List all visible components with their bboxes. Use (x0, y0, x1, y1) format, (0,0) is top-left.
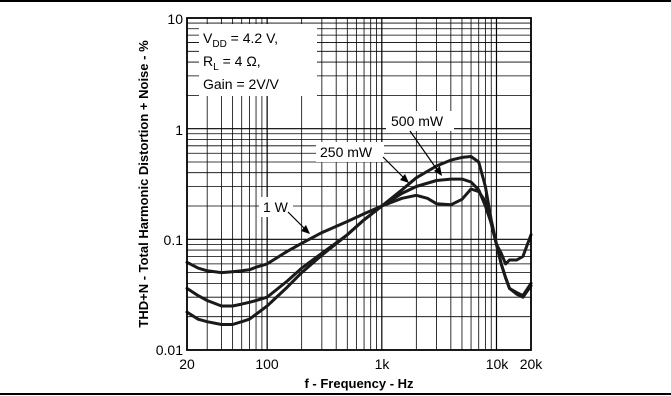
series-layer (185, 155, 533, 326)
top-rule (0, 0, 671, 2)
condition-rl-value: = 4 Ω, (219, 53, 261, 69)
x-tick-label-1k: 1k (375, 356, 391, 372)
grid (187, 18, 531, 350)
plot-border (186, 17, 532, 351)
x-tick-label-20k: 20k (520, 356, 544, 372)
condition-vdd-value: = 4.2 V, (227, 30, 278, 46)
condition-vdd-subscript: DD (212, 39, 226, 50)
condition-vdd: VDD = 4.2 V, (203, 30, 278, 50)
leader-1w (287, 211, 306, 230)
conditions-box (199, 24, 317, 96)
x-tick-label-100: 100 (255, 356, 279, 372)
x-tick-label-20: 20 (179, 356, 195, 372)
y-axis-title: THD+N - Total Harmonic Distortion + Nois… (136, 40, 151, 328)
arrowhead-500mw (434, 166, 442, 176)
y-tick-label-10: 10 (167, 11, 183, 27)
y-tick-label-0.1: 0.1 (164, 232, 184, 248)
label-box-500mw (386, 111, 454, 131)
series-label-500mw: 500 mW (391, 113, 444, 129)
series-label-250mw: 250 mW (320, 144, 373, 160)
condition-vdd-symbol: V (203, 30, 213, 46)
leader-250mw (382, 156, 405, 179)
leader-500mw (409, 130, 439, 172)
x-axis-title: f - Frequency - Hz (304, 376, 414, 391)
series-label-1w: 1 W (263, 199, 289, 215)
series-line-500mw (185, 155, 533, 326)
bottom-rule (0, 393, 671, 395)
arrowhead-250mw (400, 174, 409, 183)
y-tick-label-1: 1 (175, 122, 183, 138)
label-box-1w (259, 197, 293, 217)
x-tick-label-10k: 10k (486, 356, 510, 372)
y-tick-label-0.01: 0.01 (156, 342, 183, 358)
condition-rl-symbol: R (203, 53, 213, 69)
arrowhead-1w (301, 225, 310, 234)
label-box-250mw (316, 142, 384, 162)
condition-rl-subscript: L (213, 62, 219, 73)
condition-gain: Gain = 2V/V (203, 76, 280, 92)
series-line-1w (185, 187, 533, 275)
condition-rl: RL = 4 Ω, (203, 53, 261, 73)
